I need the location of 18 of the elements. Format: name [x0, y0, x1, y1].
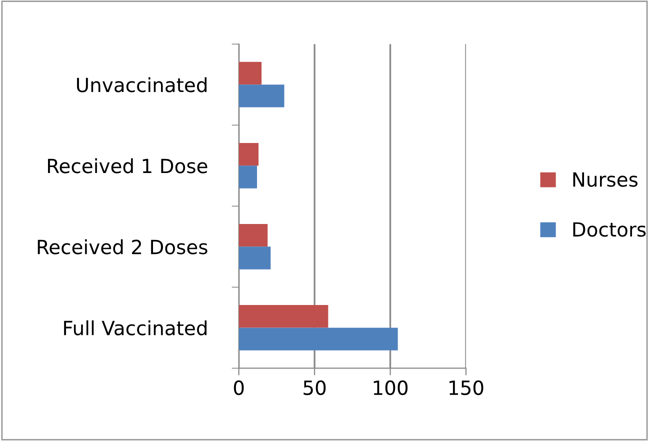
x-tick-label: 0	[234, 380, 244, 396]
y-tick-label: Received 1 Dose	[48, 158, 208, 174]
y-tick-label: Received 2 Doses	[38, 239, 208, 254]
bar	[238, 328, 398, 350]
bar	[238, 84, 284, 108]
y-tick-label: Unvaccinated	[77, 77, 207, 92]
x-tick-label: 150	[450, 380, 484, 396]
bar	[238, 62, 262, 85]
bar	[238, 166, 258, 188]
bar	[238, 305, 328, 328]
y-tick-label: Full Vaccinated	[64, 320, 207, 336]
bar	[238, 246, 271, 270]
x-tick-label: 50	[304, 380, 326, 396]
bar	[238, 142, 259, 166]
legend-label: Doctors	[573, 222, 646, 237]
bar	[238, 224, 268, 247]
x-tick-label: 100	[374, 380, 408, 396]
legend-label: Nurses	[573, 172, 638, 187]
